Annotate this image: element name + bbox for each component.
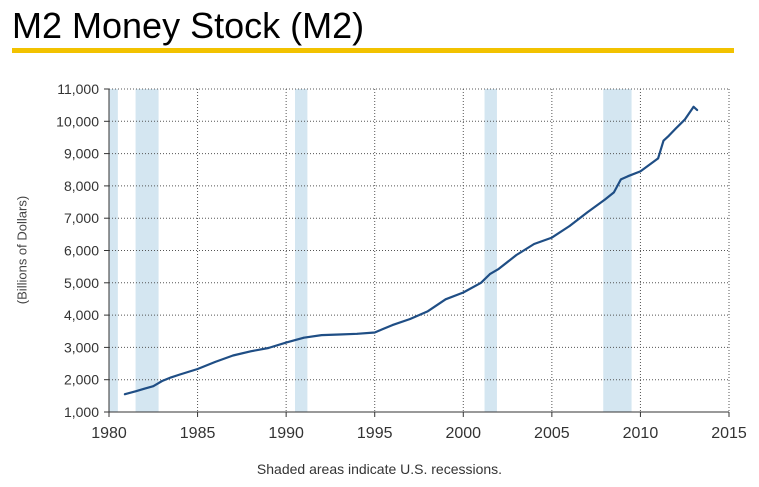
m2-data-point xyxy=(550,236,553,239)
m2-data-point xyxy=(586,211,589,214)
m2-data-point xyxy=(409,318,412,320)
y-tick-label: 9,000 xyxy=(64,146,99,162)
m2-data-point xyxy=(620,178,622,181)
m2-data-point xyxy=(391,324,394,327)
x-tick-label: 1985 xyxy=(180,425,216,442)
m2-data-point xyxy=(604,198,606,201)
m2-data-point xyxy=(639,170,642,173)
recession-band xyxy=(135,89,159,412)
x-tick-label: 1995 xyxy=(357,425,393,442)
m2-data-point xyxy=(356,332,358,335)
y-tick-label: 3,000 xyxy=(64,339,99,355)
m2-data-point xyxy=(232,354,234,357)
m2-data-point xyxy=(267,347,270,349)
m2-data-point xyxy=(124,393,126,396)
m2-data-point xyxy=(480,281,482,284)
m2-data-point xyxy=(285,341,288,344)
y-tick-label: 6,000 xyxy=(64,243,99,259)
m2-data-point xyxy=(214,361,217,363)
x-tick-label: 2015 xyxy=(711,425,747,442)
m2-data-point xyxy=(196,368,199,370)
m2-data-point xyxy=(683,118,686,121)
m2-data-point xyxy=(178,373,181,376)
m2-data-point xyxy=(444,298,447,301)
recession-band xyxy=(109,89,118,412)
y-tick-label: 10,000 xyxy=(56,113,99,129)
m2-data-point xyxy=(696,109,699,111)
y-tick-label: 5,000 xyxy=(64,275,99,291)
recession-footnote: Shaded areas indicate U.S. recessions. xyxy=(256,461,503,477)
x-tick-label: 2000 xyxy=(445,425,481,442)
m2-data-point xyxy=(338,333,341,336)
m2-data-point xyxy=(692,105,695,108)
x-tick-label: 2010 xyxy=(623,425,659,442)
m2-data-point xyxy=(170,376,172,379)
y-tick-label: 2,000 xyxy=(64,372,99,388)
x-tick-label: 1990 xyxy=(268,425,304,442)
y-tick-label: 8,000 xyxy=(64,178,99,194)
m2-data-point xyxy=(302,336,305,339)
m2-data-point xyxy=(161,380,164,382)
m2-data-point xyxy=(143,387,146,390)
m2-data-point xyxy=(152,385,155,388)
m2-data-point xyxy=(249,350,252,353)
m2-data-point xyxy=(612,191,615,194)
m2-data-point xyxy=(462,291,465,294)
m2-data-point xyxy=(515,254,518,256)
m2-data-point xyxy=(373,331,376,334)
m2-data-point xyxy=(320,334,323,337)
m2-data-point xyxy=(667,134,670,137)
m2-data-point xyxy=(657,157,660,160)
m2-data-point xyxy=(627,175,629,178)
x-tick-label: 1980 xyxy=(91,425,127,442)
y-tick-label: 1,000 xyxy=(64,404,99,420)
y-tick-label: 7,000 xyxy=(64,210,99,226)
m2-data-point xyxy=(674,127,677,130)
y-tick-label: 11,000 xyxy=(57,81,99,97)
m2-data-point xyxy=(134,390,137,393)
m2-data-point xyxy=(488,273,491,275)
m2-data-point xyxy=(497,268,500,270)
page-title: M2 Money Stock (M2) xyxy=(12,5,365,46)
title-underline xyxy=(12,48,734,53)
m2-data-point xyxy=(568,225,571,227)
m2-data-point xyxy=(426,310,429,313)
x-tick-label: 2005 xyxy=(534,425,570,442)
m2-data-point xyxy=(533,243,536,245)
m2-data-point xyxy=(662,139,665,142)
y-tick-label: 4,000 xyxy=(64,307,99,323)
